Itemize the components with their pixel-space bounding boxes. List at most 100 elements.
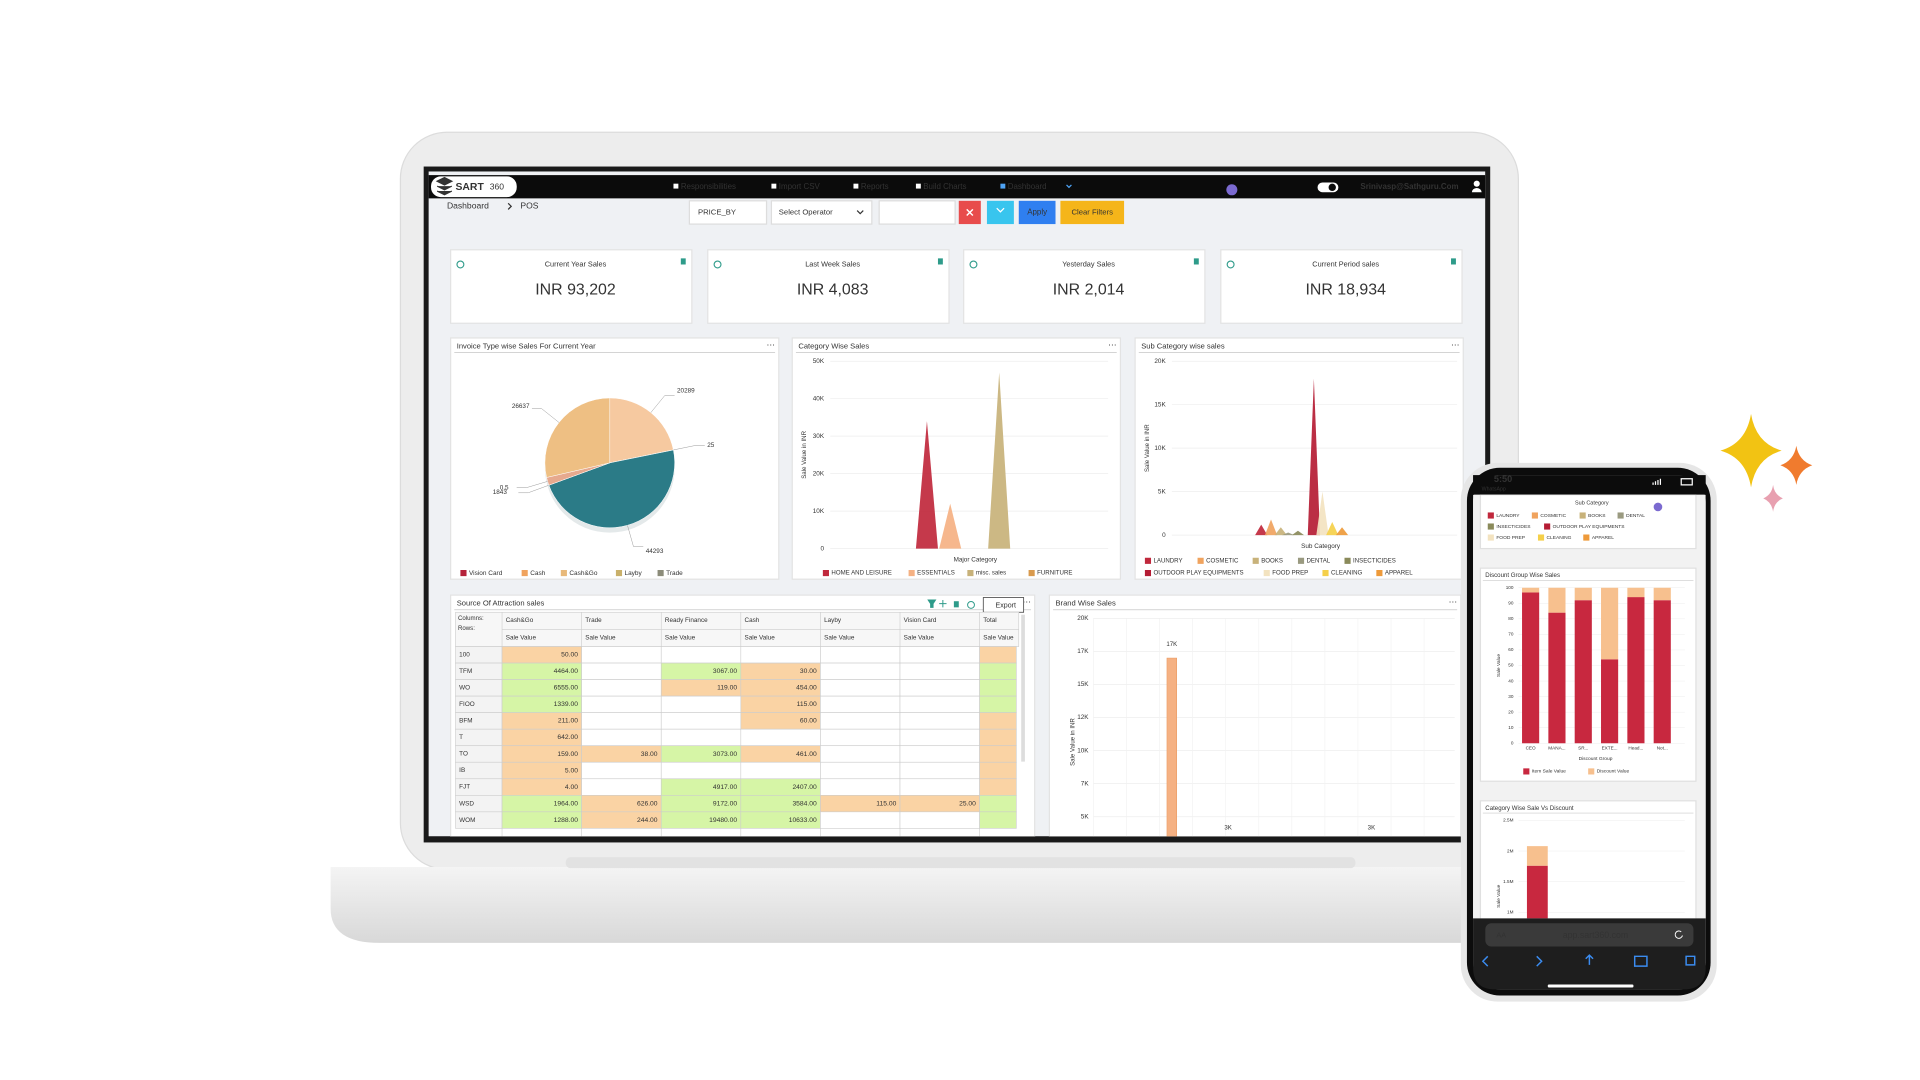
settings-icon[interactable] — [1226, 184, 1238, 196]
y-tick-label: 5K — [1081, 813, 1090, 820]
panel-menu[interactable]: ⋯ — [1108, 340, 1117, 350]
table-cell — [899, 712, 980, 730]
nav-item[interactable]: Import CSV — [779, 182, 821, 191]
cell-value: 19480.00 — [709, 817, 737, 824]
cell-value: 159.00 — [557, 751, 578, 758]
url[interactable]: app.sart360.com — [1563, 930, 1629, 940]
breadcrumb-sep — [507, 202, 513, 210]
nav-item[interactable]: Dashboard — [1008, 182, 1047, 191]
leader-line — [673, 445, 705, 451]
table-cell — [820, 695, 901, 713]
y-tick-label: 10K — [1154, 445, 1166, 452]
kpi-label: Current Period sales — [1312, 259, 1379, 268]
cell-value: 50.00 — [561, 652, 578, 659]
legend-label: COSMETIC — [1206, 557, 1239, 564]
kpi-delete[interactable] — [937, 258, 943, 265]
clear-button[interactable] — [1060, 200, 1125, 225]
settings-icon[interactable] — [1653, 502, 1663, 512]
bar-segment — [1522, 592, 1540, 744]
nav-item[interactable]: Reports — [861, 182, 889, 191]
field-select[interactable] — [688, 200, 768, 225]
kpi-delete[interactable] — [1451, 258, 1456, 265]
bar-segment — [1574, 587, 1592, 601]
x-tick-label: EXTE... — [1602, 745, 1618, 750]
panel-menu[interactable]: ⋯ — [1451, 340, 1460, 350]
column-header: Vision Card — [904, 617, 937, 624]
row-label: TFM — [459, 668, 472, 675]
legend-swatch — [1144, 557, 1152, 564]
value-input[interactable] — [878, 200, 956, 225]
table-cell — [581, 662, 662, 680]
legend-swatch — [1487, 523, 1494, 530]
breadcrumb[interactable]: Dashboard — [447, 201, 489, 211]
legend-label: Cash&Go — [569, 570, 597, 577]
panel — [1048, 594, 1462, 837]
operator-select[interactable] — [770, 200, 873, 225]
panel-menu[interactable]: ⋯ — [1449, 597, 1458, 607]
bar-segment — [1653, 587, 1671, 601]
user-icon[interactable] — [1473, 180, 1480, 187]
total-cell — [979, 646, 1017, 664]
panel-menu[interactable]: ⋯ — [1022, 597, 1031, 607]
leader-line — [531, 408, 560, 423]
slice-label: 25 — [707, 442, 715, 449]
row-label: TO — [459, 751, 468, 758]
kpi-delete[interactable] — [1193, 258, 1199, 265]
bar-segment — [1574, 600, 1592, 744]
toolbar-info[interactable] — [967, 600, 975, 609]
kpi-delete[interactable] — [680, 258, 686, 265]
legend-swatch — [967, 570, 974, 577]
toolbar-delete[interactable] — [953, 601, 959, 608]
cell-value: 642.00 — [557, 734, 578, 741]
brand-number: 360 — [490, 182, 505, 192]
status-icons — [1652, 478, 1693, 486]
legend-label: FOOD PREP — [1272, 570, 1308, 577]
logo-icon — [435, 176, 454, 196]
apply-button[interactable] — [1018, 200, 1056, 225]
user-email[interactable]: Srinivasp@Sathguru.Com — [1360, 182, 1458, 191]
x-tick-label: Head... — [1628, 745, 1643, 750]
status-back[interactable]: WhatsApp — [1482, 487, 1506, 493]
column-header: Total — [983, 617, 996, 624]
card-title: Category Wise Sale Vs Discount — [1485, 805, 1574, 812]
legend-label: CLEANING — [1547, 535, 1572, 541]
row-label: IB — [459, 767, 465, 774]
y-tick-label: 0 — [821, 545, 825, 552]
y-tick-label: 2.5M — [1503, 818, 1513, 823]
legend-label: INSECTICIDES — [1496, 524, 1531, 530]
browser-icons[interactable] — [1481, 954, 1696, 967]
row-label: WOM — [459, 817, 475, 824]
reload-icon[interactable] — [1674, 930, 1683, 939]
font-size-button[interactable]: AA — [1496, 930, 1506, 939]
y-tick-label: 17K — [1077, 648, 1089, 655]
url-field[interactable] — [1485, 923, 1694, 947]
sub-header: Sale Value — [904, 635, 935, 642]
spike — [915, 421, 938, 549]
cell-value: 3067.00 — [713, 668, 738, 675]
y-axis-title: Sale Value in INR — [801, 430, 808, 478]
legend-label: BOOKS — [1588, 513, 1606, 519]
toolbar-icons[interactable] — [927, 599, 947, 608]
table-cell — [581, 761, 662, 780]
legend-swatch — [1028, 570, 1035, 577]
x-tick-label: CEO — [1526, 745, 1536, 750]
user-icon-body — [1471, 187, 1482, 193]
kpi-label: Current Year Sales — [545, 259, 607, 268]
y-tick-label: 30 — [1508, 694, 1514, 699]
x-tick-label: SR... — [1578, 745, 1588, 750]
panel-menu[interactable]: ⋯ — [767, 340, 776, 350]
legend-swatch — [822, 570, 829, 577]
leader-line — [516, 481, 548, 488]
export-label: Export — [996, 601, 1017, 609]
spike — [1307, 378, 1320, 536]
table-cell — [899, 695, 980, 713]
nav-item[interactable]: Responsibilities — [681, 182, 736, 191]
column-header: Cash — [744, 617, 759, 624]
y-tick-label: 100 — [1506, 585, 1514, 590]
bar-segment — [1548, 587, 1566, 613]
bar-segment — [1548, 612, 1566, 744]
kpi-card — [707, 249, 950, 324]
nav-item[interactable]: Build Charts — [923, 182, 966, 191]
